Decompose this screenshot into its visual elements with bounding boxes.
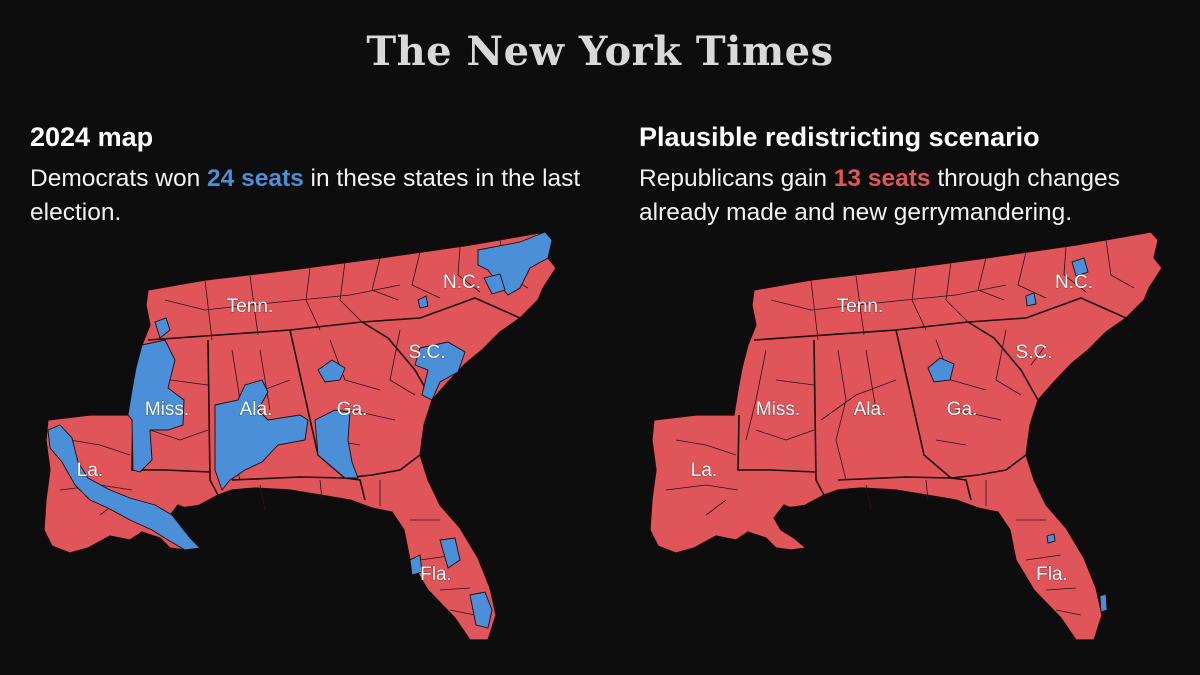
district-ms-delta — [127, 339, 185, 473]
subtitle-text-pre: Democrats won — [30, 165, 208, 192]
district-ga-sw — [314, 409, 359, 479]
label-louisiana: La. — [77, 460, 103, 481]
label-georgia: Ga. — [337, 399, 368, 420]
district-nc-charlotte — [417, 295, 429, 309]
district-lines — [665, 239, 1135, 616]
district-ga-atlanta — [927, 357, 955, 383]
state-borders — [737, 297, 1127, 501]
district-nc-raleigh — [1071, 257, 1089, 277]
label-north-carolina: N.C. — [1055, 272, 1093, 293]
democratic-districts — [927, 257, 1108, 613]
label-louisiana: La. — [691, 460, 717, 481]
district-nc-raleigh — [483, 273, 506, 295]
nyt-masthead: The New York Times — [366, 28, 834, 75]
label-tennessee: Tenn. — [837, 296, 883, 317]
label-florida: Fla. — [420, 564, 452, 585]
district-nc-charlotte — [1025, 292, 1037, 307]
label-north-carolina: N.C. — [443, 272, 481, 293]
panel-2024-map: 2024 map Democrats won 24 seats in these… — [30, 122, 590, 641]
seat-count-highlight: 24 seats — [207, 165, 304, 192]
southeast-region: Tenn. N.C. S.C. Miss. Ala. Ga. La. Fla. — [43, 231, 557, 641]
label-florida: Fla. — [1036, 564, 1068, 585]
district-lines — [59, 239, 529, 616]
district-tn-memphis — [154, 317, 171, 339]
panel-title: 2024 map — [30, 122, 154, 152]
district-fl-south — [1099, 593, 1108, 613]
seat-count-highlight: 13 seats — [833, 165, 931, 192]
subtitle-text-pre: Republicans gain — [639, 165, 834, 192]
map-redistricting: Tenn. N.C. S.C. Miss. Ala. Ga. La. Fla. — [649, 231, 1163, 641]
district-la-2 — [47, 424, 201, 551]
panel-redistricting-scenario: Plausible redistricting scenario Republi… — [600, 0, 1200, 675]
democratic-districts — [47, 231, 553, 629]
map-2024: Tenn. N.C. S.C. Miss. Ala. Ga. La. Fla. — [43, 231, 557, 641]
district-ga-atlanta — [317, 359, 346, 383]
panel-subtitle: Republicans gain 13 seats through change… — [639, 162, 1194, 230]
label-south-carolina: S.C. — [409, 342, 446, 363]
label-georgia: Ga. — [947, 399, 978, 420]
district-fl-south — [469, 591, 493, 629]
label-alabama: Ala. — [854, 399, 887, 420]
label-alabama: Ala. — [240, 399, 273, 420]
district-fl-orlando — [439, 537, 461, 569]
label-mississippi: Miss. — [756, 399, 800, 420]
gulf-bays — [175, 488, 246, 522]
subtitle-text-post: through changes already made and new ger… — [639, 165, 1120, 226]
label-mississippi: Miss. — [145, 399, 189, 420]
gulf-bays — [781, 488, 852, 522]
district-fl-tampa — [409, 554, 423, 576]
southeast-region: Tenn. N.C. S.C. Miss. Ala. Ga. La. Fla. — [649, 231, 1163, 641]
panel-title: Plausible redistricting scenario — [639, 122, 1040, 152]
district-al-black-belt — [214, 379, 309, 491]
subtitle-text-post: in these states in the last election. — [30, 165, 581, 226]
label-south-carolina: S.C. — [1016, 342, 1053, 363]
panel-subtitle: Democrats won 24 seats in these states i… — [30, 162, 590, 230]
district-sc-6 — [414, 341, 466, 401]
label-tennessee: Tenn. — [227, 296, 273, 317]
district-fl-orlando — [1046, 533, 1056, 544]
region-outline — [649, 231, 1163, 641]
